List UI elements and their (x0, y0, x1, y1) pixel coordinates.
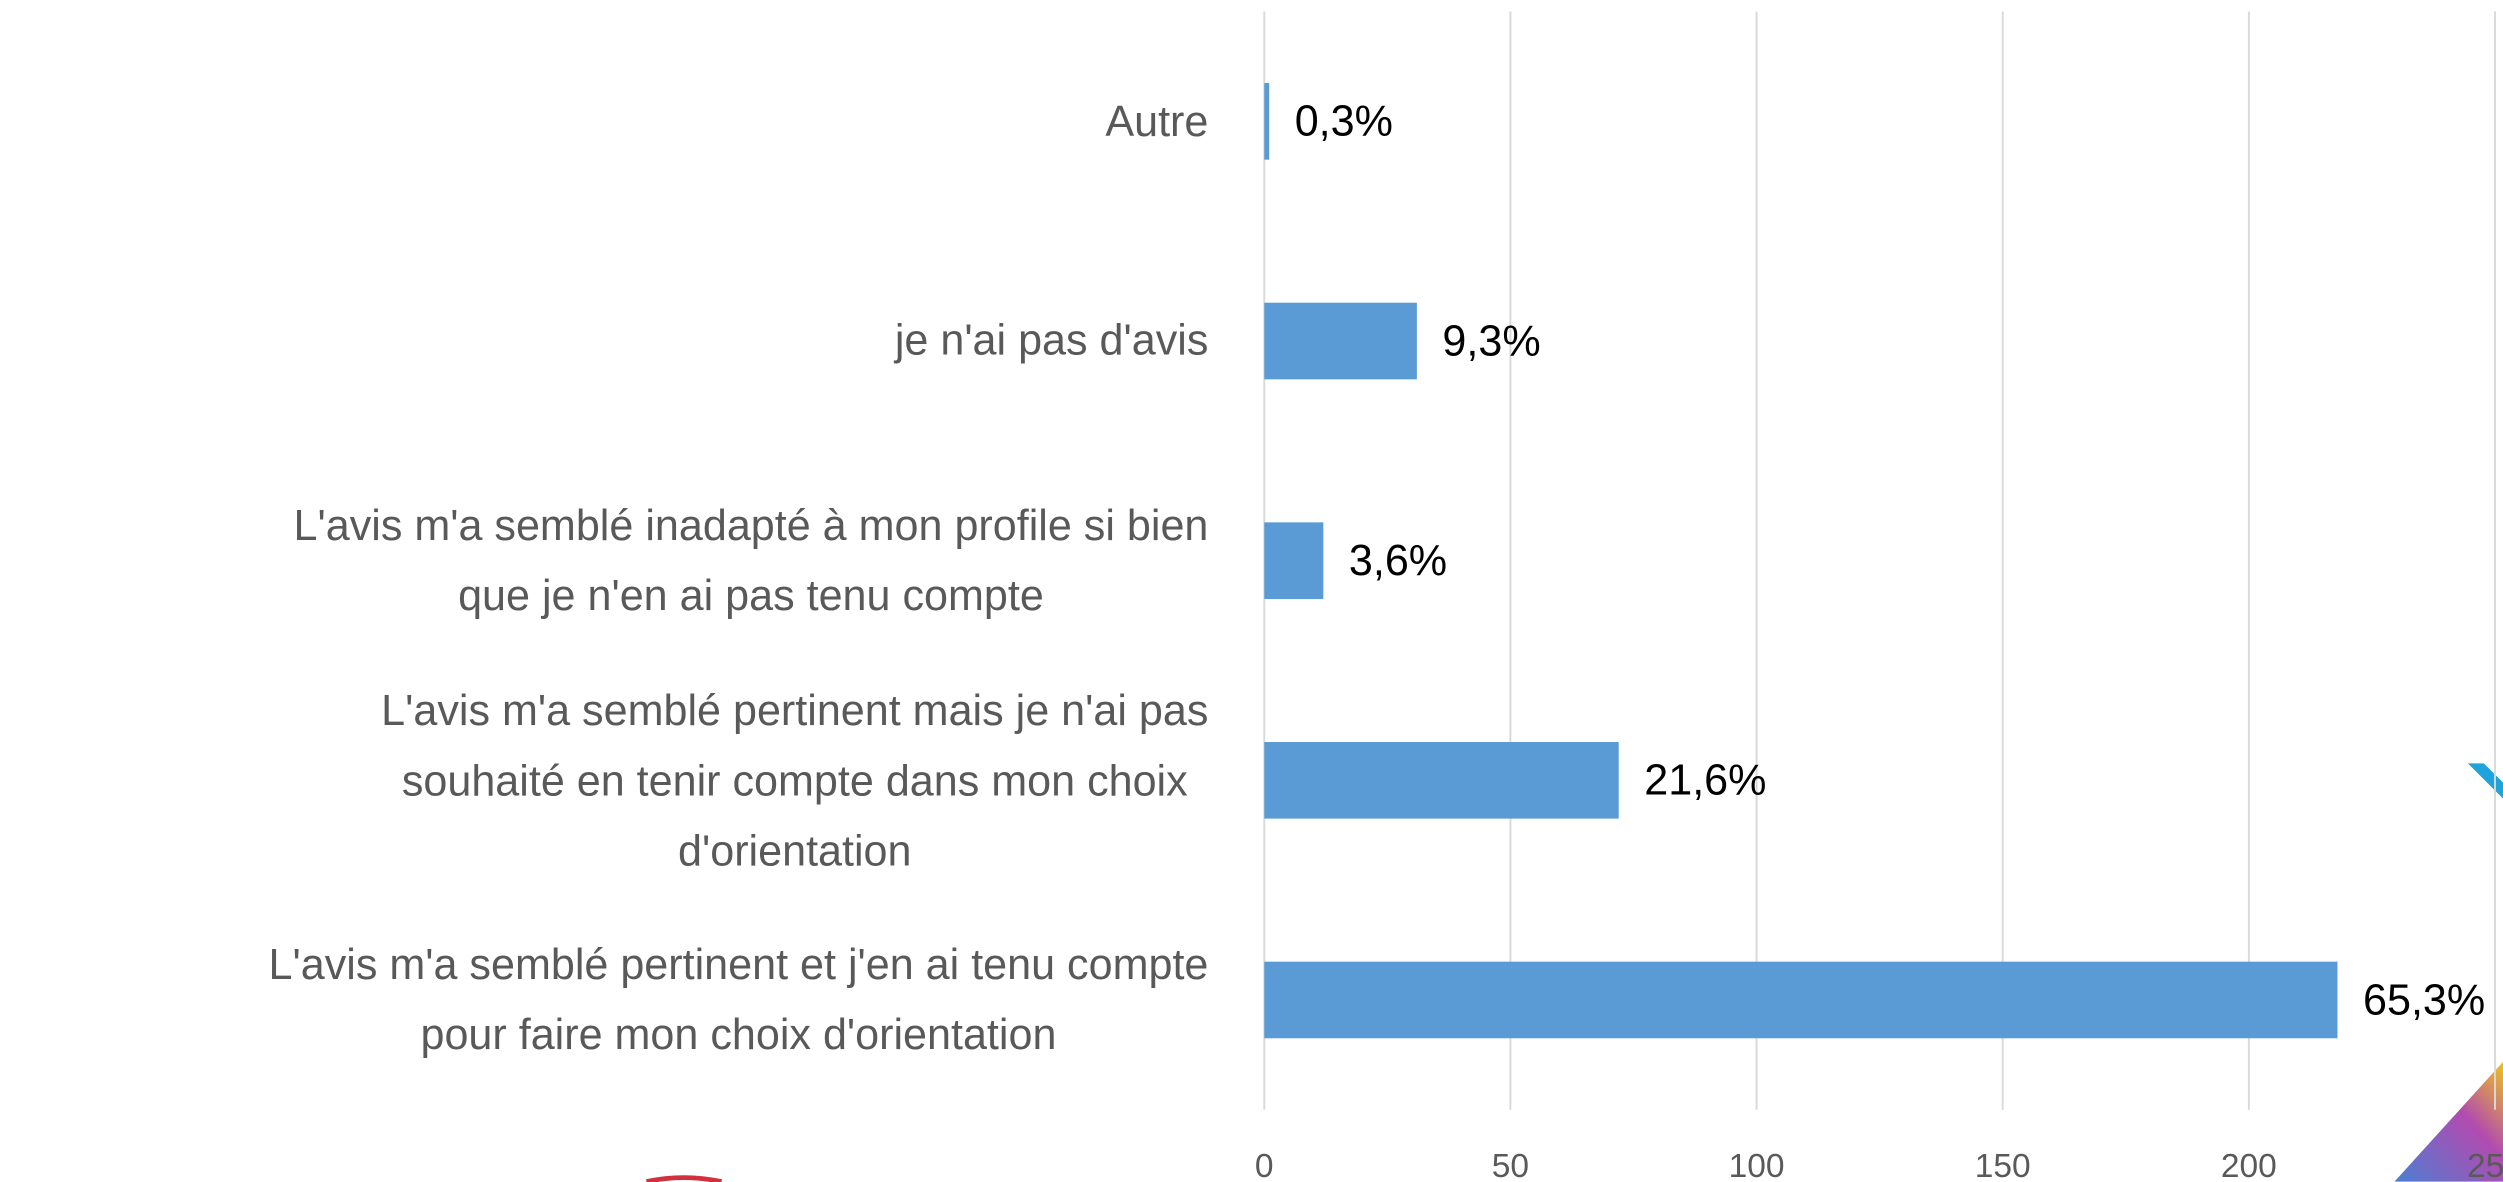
y-tick-label-wrap: L'avis m'a semblé inadapté à mon profile… (0, 435, 1208, 687)
y-tick-label: Autre (1105, 86, 1208, 156)
bar (1264, 962, 2337, 1039)
page: 0 50 100 150 200 250 Autre 0,3% je n'ai pas d'av… (0, 0, 2503, 1182)
x-tick-label: 0 (1255, 1148, 1274, 1182)
decoration (2468, 763, 2503, 798)
y-tick-label-wrap: je n'ai pas d'avis (0, 215, 1208, 467)
chart: 0 50 100 150 200 250 Autre 0,3% je n'ai pas d'av… (0, 0, 2503, 1182)
data-label: 9,3% (1442, 317, 1540, 365)
y-tick-label-wrap: L'avis m'a semblé pertinent mais je n'ai… (0, 655, 1208, 907)
y-tick-label-box: L'avis m'a semblé pertinent et j'en ai t… (0, 874, 1208, 1126)
bar (1264, 742, 1618, 819)
bar (1264, 303, 1417, 380)
x-tick-label: 50 (1492, 1148, 1529, 1182)
y-tick-label: L'avis m'a semblé inadapté à mon profile… (294, 490, 1209, 630)
data-label: 3,6% (1349, 537, 1447, 585)
x-tick-label: 250 (2467, 1148, 2503, 1182)
bar (1264, 83, 1269, 160)
y-tick-label-box: je n'ai pas d'avis (0, 215, 1208, 467)
y-tick-label-wrap: L'avis m'a semblé pertinent et j'en ai t… (0, 874, 1208, 1126)
x-tick-label: 100 (1729, 1148, 1785, 1182)
bar (1264, 522, 1323, 599)
y-tick-label: L'avis m'a semblé pertinent mais je n'ai… (381, 675, 1208, 886)
x-tick-label: 150 (1975, 1148, 2031, 1182)
y-tick-label-wrap: Autre (0, 0, 1208, 247)
data-label: 65,3% (2363, 976, 2485, 1024)
y-tick-label: je n'ai pas d'avis (895, 306, 1209, 376)
y-tick-label-box: Autre (0, 0, 1208, 247)
y-tick-label-box: L'avis m'a semblé inadapté à mon profile… (0, 435, 1208, 687)
y-tick-label: L'avis m'a semblé pertinent et j'en ai t… (269, 930, 1209, 1070)
decoration (647, 1178, 722, 1182)
data-label: 0,3% (1295, 98, 1393, 146)
x-tick-label: 200 (2221, 1148, 2277, 1182)
data-label: 21,6% (1644, 757, 1766, 805)
y-tick-label-box: L'avis m'a semblé pertinent mais je n'ai… (0, 655, 1208, 907)
